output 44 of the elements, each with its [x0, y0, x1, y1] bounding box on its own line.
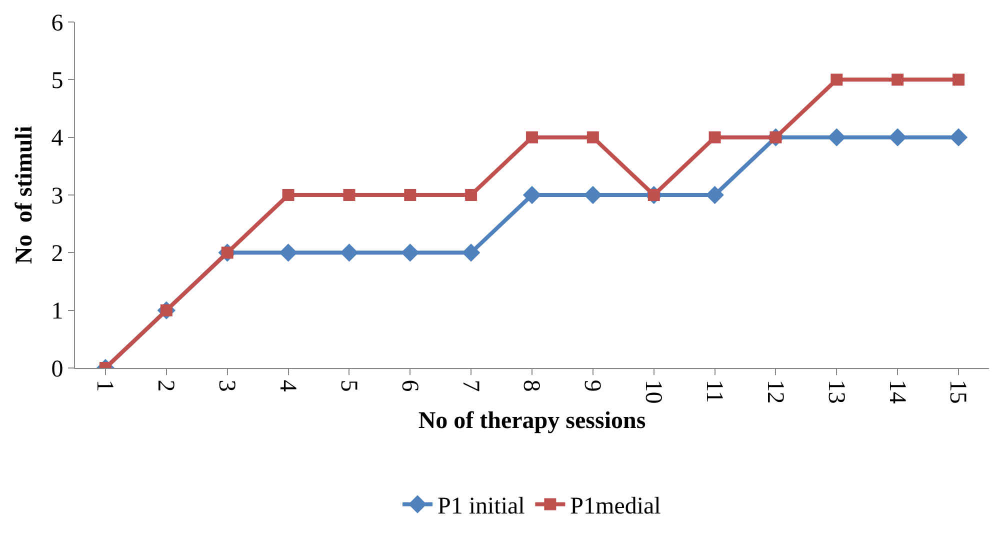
point — [888, 128, 907, 146]
y-tick-label: 6 — [51, 10, 64, 36]
x-tick-label: 14 — [884, 380, 910, 404]
y-tick-label: 0 — [51, 356, 64, 382]
y-tick-label: 1 — [51, 298, 64, 325]
y-tick-label: 3 — [51, 183, 64, 210]
point — [706, 186, 724, 204]
point — [340, 244, 358, 262]
x-tick-label: 8 — [518, 380, 544, 392]
x-tick-label: 7 — [457, 380, 484, 392]
point — [279, 244, 298, 262]
y-tick-label: 2 — [51, 241, 64, 268]
point — [526, 131, 538, 144]
point — [343, 189, 356, 201]
x-tick-label: 2 — [152, 380, 179, 392]
point — [952, 74, 965, 86]
y-tick-label: 5 — [51, 68, 64, 94]
point — [462, 244, 480, 262]
x-tick-label: 3 — [214, 380, 240, 392]
x-tick-label: 4 — [274, 380, 300, 392]
point — [949, 128, 968, 146]
point — [586, 131, 599, 144]
point — [828, 128, 846, 146]
x-tick-label: 9 — [579, 380, 606, 392]
x-tick-label: 10 — [640, 380, 666, 404]
x-tick-label: 5 — [335, 380, 362, 392]
x-tick-label: 1 — [92, 380, 118, 392]
legend-label: P1 initial — [438, 494, 526, 520]
point — [892, 74, 904, 86]
point — [401, 244, 420, 262]
point — [282, 189, 294, 201]
point — [404, 189, 416, 201]
x-tick-label: 15 — [944, 380, 971, 404]
x-tick-label: 12 — [762, 380, 788, 404]
x-tick-label: 11 — [701, 380, 727, 403]
legend-label: P1medial — [570, 494, 662, 520]
point — [708, 131, 721, 144]
x-tick-label: 6 — [396, 380, 422, 392]
x-tick-label: 13 — [822, 380, 849, 404]
point — [830, 74, 843, 86]
point — [465, 189, 478, 201]
y-axis-title: No of stimuli — [11, 126, 38, 264]
y-tick-label: 4 — [51, 126, 64, 152]
x-axis-title: No of therapy sessions — [418, 408, 646, 434]
